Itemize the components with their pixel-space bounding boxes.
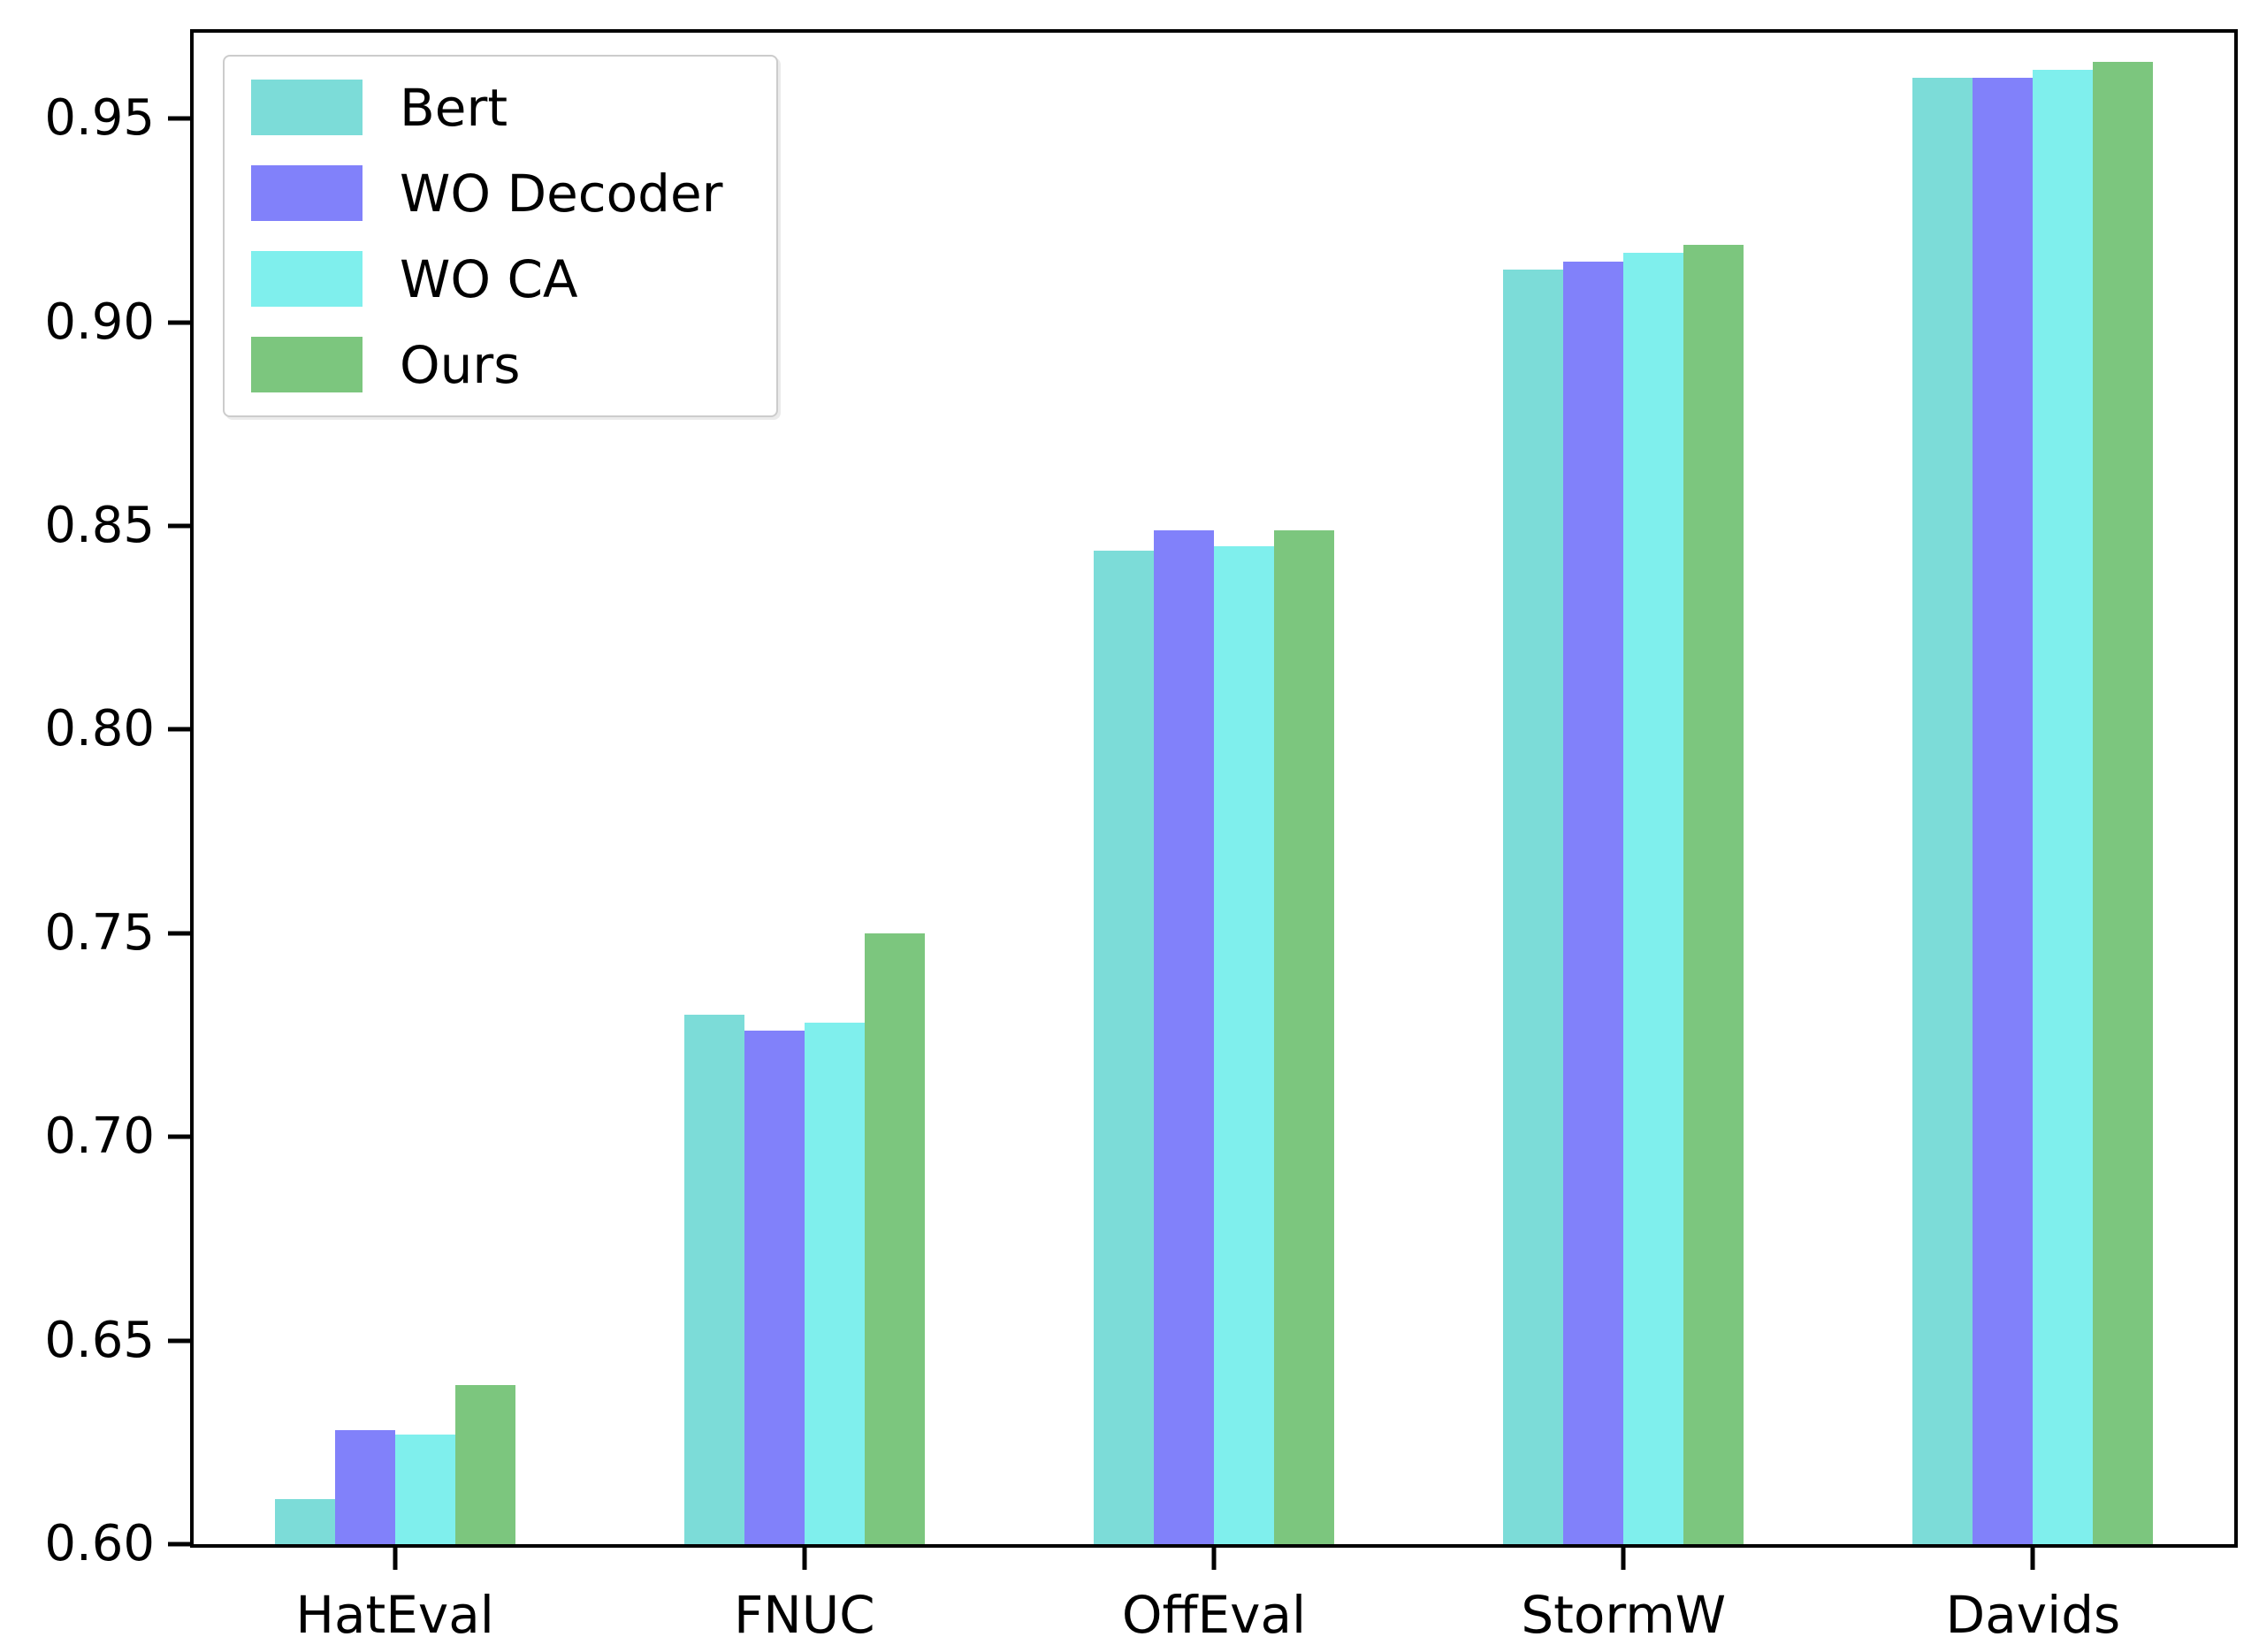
x-tick-mark [2030,1548,2035,1570]
bar-bert-davids [1912,78,1973,1544]
x-tick-mark [1211,1548,1217,1570]
bar-bert-stormw [1503,269,1564,1544]
y-tick-label: 0.90 [44,293,155,351]
bar-wo-ca-davids [2033,70,2094,1544]
legend-swatch [251,337,363,392]
y-tick-mark [168,1542,190,1547]
y-tick-mark [168,1134,190,1139]
legend-label: Ours [400,334,521,395]
bar-bert-hateval [274,1499,335,1544]
y-tick-label: 0.95 [44,89,155,148]
x-tick-mark [1621,1548,1626,1570]
legend-swatch [251,251,363,307]
legend-item-wo-ca: WO CA [251,251,723,307]
y-tick-mark [168,523,190,529]
y-tick-mark [168,727,190,732]
y-tick-label: 0.70 [44,1108,155,1166]
legend-label: WO CA [400,248,578,309]
x-tick-label-fnuc: FNUC [733,1585,875,1645]
bar-wo-ca-stormw [1623,253,1684,1544]
legend: Bert WO Decoder WO CA Ours [223,55,778,417]
bar-wo-ca-fnuc [804,1023,865,1544]
y-tick-label: 0.75 [44,903,155,962]
legend-label: WO Decoder [400,163,723,224]
bar-ours-davids [2093,61,2154,1544]
y-tick-label: 0.60 [44,1515,155,1572]
x-tick-label-hateval: HatEval [295,1585,494,1645]
bar-wo-ca-offeval [1214,546,1274,1544]
x-tick-label-davids: Davids [1945,1585,2121,1645]
y-tick-mark [168,320,190,325]
bar-ours-offeval [1274,529,1334,1544]
x-tick-mark [802,1548,807,1570]
x-tick-label-stormw: StormW [1521,1585,1727,1645]
bar-wo-decoder-davids [1973,78,2034,1544]
legend-swatch [251,80,363,135]
bar-bert-offeval [1094,550,1154,1544]
bar-ours-hateval [454,1385,515,1544]
legend-item-ours: Ours [251,337,723,392]
x-tick-mark [393,1548,398,1570]
bar-wo-decoder-hateval [334,1429,395,1544]
bar-wo-ca-hateval [394,1434,455,1544]
bar-wo-decoder-stormw [1563,261,1624,1544]
bar-ours-fnuc [864,933,925,1544]
legend-item-wo-decoder: WO Decoder [251,165,723,221]
x-tick-label-offeval: OffEval [1121,1585,1307,1645]
bar-wo-decoder-offeval [1154,529,1214,1544]
bar-ours-stormw [1683,245,1744,1544]
y-tick-mark [168,1338,190,1344]
legend-swatch [251,165,363,221]
y-tick-mark [168,116,190,121]
y-tick-label: 0.85 [44,497,155,555]
legend-item-bert: Bert [251,80,723,135]
y-tick-label: 0.80 [44,700,155,758]
legend-label: Bert [400,77,508,138]
y-tick-label: 0.65 [44,1311,155,1369]
bar-bert-fnuc [683,1015,744,1544]
bar-wo-decoder-fnuc [744,1031,805,1544]
y-tick-mark [168,931,190,936]
